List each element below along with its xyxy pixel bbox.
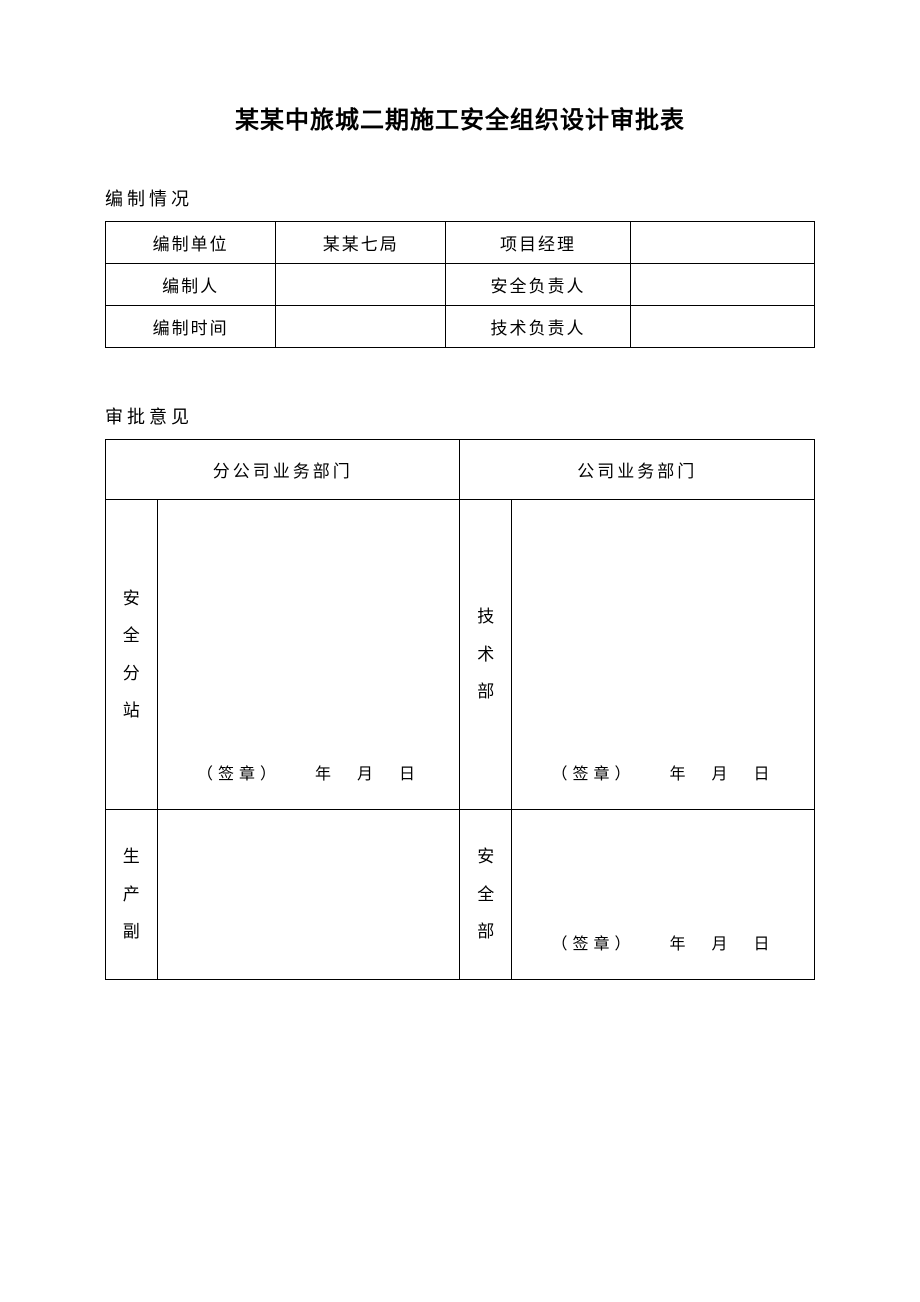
sign-cell: （签章） 年 月 日 xyxy=(512,810,815,980)
section2-label: 审批意见 xyxy=(105,403,815,429)
table-row: 生产副 安全部 （签章） 年 月 日 xyxy=(106,810,815,980)
vertical-text: 安全分站 xyxy=(123,589,140,720)
info-label: 编制人 xyxy=(106,264,276,306)
vertical-label: 安全分站 xyxy=(106,500,158,810)
info-value xyxy=(630,222,814,264)
table-row: 编制单位 某某七局 项目经理 xyxy=(106,222,815,264)
page-title: 某某中旅城二期施工安全组织设计审批表 xyxy=(105,100,815,135)
table-row: 编制时间 技术负责人 xyxy=(106,306,815,348)
info-label: 技术负责人 xyxy=(446,306,630,348)
info-label: 编制单位 xyxy=(106,222,276,264)
approval-table: 分公司业务部门 公司业务部门 安全分站 （签章） 年 月 日 技术部 （签章） … xyxy=(105,439,815,980)
info-value xyxy=(276,306,446,348)
sign-text: （签章） 年 月 日 xyxy=(532,926,794,964)
info-value xyxy=(630,306,814,348)
info-table: 编制单位 某某七局 项目经理 编制人 安全负责人 编制时间 技术负责人 xyxy=(105,221,815,348)
table-row: 分公司业务部门 公司业务部门 xyxy=(106,440,815,500)
section1-label: 编制情况 xyxy=(105,185,815,211)
vertical-text: 安全部 xyxy=(477,847,494,941)
approval-header-left: 分公司业务部门 xyxy=(106,440,460,500)
table-row: 编制人 安全负责人 xyxy=(106,264,815,306)
info-label: 编制时间 xyxy=(106,306,276,348)
sign-cell: （签章） 年 月 日 xyxy=(157,500,460,810)
vertical-label: 生产副 xyxy=(106,810,158,980)
info-value: 某某七局 xyxy=(276,222,446,264)
info-label: 安全负责人 xyxy=(446,264,630,306)
sign-text: （签章） 年 月 日 xyxy=(532,756,794,794)
info-value xyxy=(630,264,814,306)
sign-text: （签章） 年 月 日 xyxy=(178,756,440,794)
vertical-label: 安全部 xyxy=(460,810,512,980)
info-value xyxy=(276,264,446,306)
vertical-text: 技术部 xyxy=(477,607,494,701)
sign-cell: （签章） 年 月 日 xyxy=(512,500,815,810)
vertical-label: 技术部 xyxy=(460,500,512,810)
approval-header-right: 公司业务部门 xyxy=(460,440,815,500)
vertical-text: 生产副 xyxy=(123,847,140,941)
sign-cell xyxy=(157,810,460,980)
info-label: 项目经理 xyxy=(446,222,630,264)
table-row: 安全分站 （签章） 年 月 日 技术部 （签章） 年 月 日 xyxy=(106,500,815,810)
